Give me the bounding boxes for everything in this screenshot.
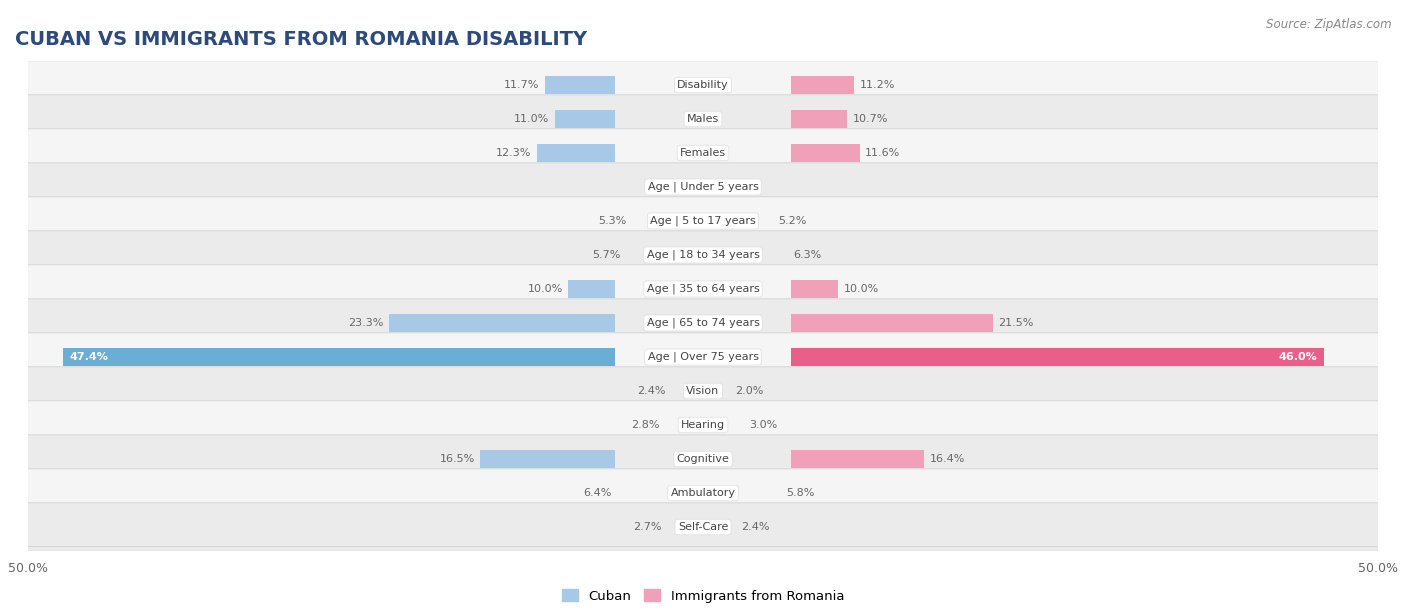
Text: 21.5%: 21.5%: [998, 318, 1033, 328]
Bar: [790, 144, 859, 162]
FancyBboxPatch shape: [24, 265, 1382, 313]
Text: Disability: Disability: [678, 80, 728, 90]
Text: Females: Females: [681, 148, 725, 158]
Text: Age | Over 75 years: Age | Over 75 years: [648, 352, 758, 362]
Text: 11.7%: 11.7%: [505, 80, 540, 90]
Text: Age | Under 5 years: Age | Under 5 years: [648, 182, 758, 192]
Text: 47.4%: 47.4%: [70, 352, 108, 362]
FancyBboxPatch shape: [24, 231, 1382, 279]
FancyBboxPatch shape: [24, 61, 1382, 109]
FancyBboxPatch shape: [24, 469, 1382, 517]
Text: 1.2%: 1.2%: [724, 182, 754, 192]
Bar: [790, 348, 1324, 366]
Bar: [537, 144, 616, 162]
Text: 5.3%: 5.3%: [598, 216, 626, 226]
Bar: [554, 110, 616, 128]
FancyBboxPatch shape: [24, 95, 1382, 143]
FancyBboxPatch shape: [24, 129, 1382, 177]
Text: 12.3%: 12.3%: [496, 148, 531, 158]
Bar: [790, 450, 924, 468]
Text: 11.6%: 11.6%: [865, 148, 900, 158]
Text: 3.0%: 3.0%: [749, 420, 778, 430]
FancyBboxPatch shape: [24, 299, 1382, 347]
Text: 6.3%: 6.3%: [793, 250, 821, 260]
Text: Age | 18 to 34 years: Age | 18 to 34 years: [647, 250, 759, 260]
Bar: [546, 76, 616, 94]
FancyBboxPatch shape: [24, 503, 1382, 551]
FancyBboxPatch shape: [24, 197, 1382, 245]
Text: Age | 5 to 17 years: Age | 5 to 17 years: [650, 216, 756, 226]
Bar: [790, 110, 848, 128]
Text: 2.0%: 2.0%: [735, 386, 763, 396]
Bar: [388, 314, 616, 332]
Text: 5.2%: 5.2%: [779, 216, 807, 226]
FancyBboxPatch shape: [24, 367, 1382, 415]
Text: 2.4%: 2.4%: [741, 522, 769, 532]
Bar: [63, 348, 616, 366]
Text: Age | 65 to 74 years: Age | 65 to 74 years: [647, 318, 759, 328]
Bar: [568, 280, 616, 298]
Text: Self-Care: Self-Care: [678, 522, 728, 532]
Bar: [790, 280, 838, 298]
Bar: [481, 450, 616, 468]
Text: 46.0%: 46.0%: [1278, 352, 1317, 362]
Text: 23.3%: 23.3%: [347, 318, 382, 328]
Text: 10.7%: 10.7%: [853, 114, 889, 124]
Text: 16.4%: 16.4%: [929, 454, 965, 464]
FancyBboxPatch shape: [24, 401, 1382, 449]
Text: 11.0%: 11.0%: [513, 114, 550, 124]
Text: 1.2%: 1.2%: [652, 182, 682, 192]
FancyBboxPatch shape: [24, 333, 1382, 381]
Text: Cognitive: Cognitive: [676, 454, 730, 464]
Text: 2.4%: 2.4%: [637, 386, 665, 396]
Text: Hearing: Hearing: [681, 420, 725, 430]
FancyBboxPatch shape: [24, 163, 1382, 211]
Text: 2.7%: 2.7%: [633, 522, 661, 532]
Text: 11.2%: 11.2%: [859, 80, 896, 90]
Text: CUBAN VS IMMIGRANTS FROM ROMANIA DISABILITY: CUBAN VS IMMIGRANTS FROM ROMANIA DISABIL…: [14, 29, 586, 48]
Bar: [790, 76, 855, 94]
Text: 10.0%: 10.0%: [844, 284, 879, 294]
Text: Ambulatory: Ambulatory: [671, 488, 735, 498]
Text: 16.5%: 16.5%: [440, 454, 475, 464]
Text: 2.8%: 2.8%: [631, 420, 659, 430]
Text: Age | 35 to 64 years: Age | 35 to 64 years: [647, 284, 759, 294]
Text: 5.8%: 5.8%: [787, 488, 815, 498]
Text: 6.4%: 6.4%: [583, 488, 612, 498]
Legend: Cuban, Immigrants from Romania: Cuban, Immigrants from Romania: [557, 584, 849, 608]
Text: 10.0%: 10.0%: [527, 284, 562, 294]
Text: Source: ZipAtlas.com: Source: ZipAtlas.com: [1267, 18, 1392, 31]
FancyBboxPatch shape: [24, 435, 1382, 483]
Text: 5.7%: 5.7%: [592, 250, 620, 260]
Text: Males: Males: [688, 114, 718, 124]
Text: Vision: Vision: [686, 386, 720, 396]
Bar: [790, 314, 993, 332]
